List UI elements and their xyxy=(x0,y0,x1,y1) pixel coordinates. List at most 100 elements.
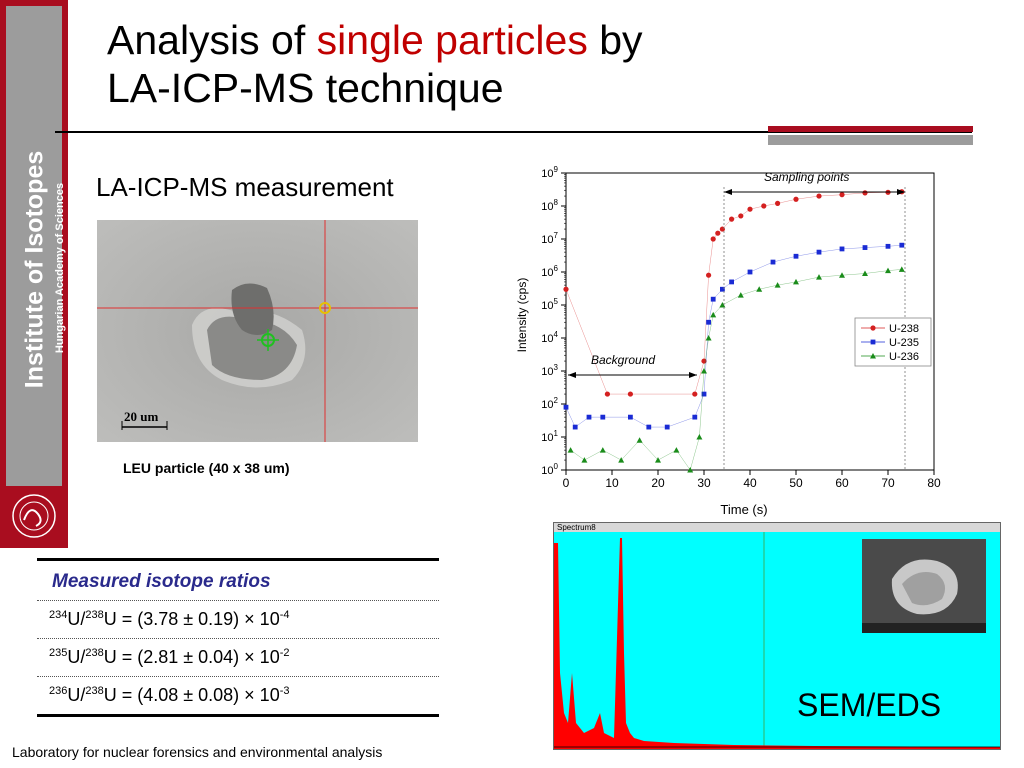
point-U-238 xyxy=(729,216,735,222)
point-U-236 xyxy=(898,266,905,272)
point-U-235 xyxy=(885,243,891,249)
particle-caption: LEU particle (40 x 38 um) xyxy=(123,460,290,476)
y-tick-label: 103 xyxy=(541,363,558,378)
y-tick-label: 100 xyxy=(541,462,558,477)
point-U-236 xyxy=(862,270,868,277)
point-U-238 xyxy=(816,193,822,199)
isotope-ratio-table: Measured isotope ratios 234U/238U = (3.7… xyxy=(37,558,439,717)
point-U-236 xyxy=(599,447,606,453)
point-U-235 xyxy=(563,404,569,410)
point-U-236 xyxy=(567,447,574,453)
point-U-238 xyxy=(710,236,716,242)
institute-name: Institute of Isotopes xyxy=(20,150,49,389)
table-row: 235U/238U = (2.81 ± 0.04) × 10-2 xyxy=(37,638,439,676)
point-U-238 xyxy=(747,206,753,212)
x-tick-label: 60 xyxy=(835,476,849,490)
measurement-heading: LA-ICP-MS measurement xyxy=(96,172,394,202)
table-header: Measured isotope ratios xyxy=(52,571,271,592)
point-U-238 xyxy=(692,391,698,397)
x-tick-label: 80 xyxy=(927,476,941,490)
point-U-238 xyxy=(627,391,633,397)
footer-text: Laboratory for nuclear forensics and env… xyxy=(12,744,383,760)
table-row: 234U/238U = (3.78 ± 0.19) × 10-4 xyxy=(37,600,439,638)
x-tick-label: 0 xyxy=(563,476,570,490)
point-U-236 xyxy=(696,434,703,440)
point-U-235 xyxy=(747,269,753,275)
sem-eds-label: SEM/EDS xyxy=(797,687,942,723)
table-bottom-rule xyxy=(37,714,439,717)
title-highlight: single particles xyxy=(316,17,588,63)
point-U-235 xyxy=(793,253,799,259)
point-U-236 xyxy=(687,467,694,473)
point-U-236 xyxy=(839,272,845,278)
particle-micrograph: 20 um xyxy=(97,220,418,442)
x-tick-label: 10 xyxy=(605,476,619,490)
x-tick-label: 50 xyxy=(789,476,803,490)
point-U-236 xyxy=(885,267,891,274)
point-U-235 xyxy=(572,424,578,430)
point-U-235 xyxy=(664,424,670,430)
point-U-236 xyxy=(618,457,625,463)
legend-label-U-238: U-238 xyxy=(889,323,919,335)
legend-label-U-236: U-236 xyxy=(889,351,919,363)
point-U-238 xyxy=(793,196,799,202)
sidebar-panel xyxy=(6,6,62,486)
point-U-235 xyxy=(899,242,905,248)
point-U-235 xyxy=(646,424,652,430)
x-tick-label: 70 xyxy=(881,476,895,490)
annotation-background: Background xyxy=(591,353,655,367)
point-U-235 xyxy=(706,319,711,325)
x-tick-label: 30 xyxy=(697,476,711,490)
point-U-235 xyxy=(862,245,868,250)
point-U-235 xyxy=(720,286,725,292)
point-U-238 xyxy=(839,192,845,198)
institute-logo-icon xyxy=(6,490,62,542)
y-tick-label: 109 xyxy=(541,165,558,180)
intensity-chart-svg: 0 10 20 30 40 50 60 70 80 100 101 102 103 104 105 106 10… xyxy=(515,165,941,517)
point-U-235 xyxy=(692,414,698,420)
table-row: 236U/238U = (4.08 ± 0.08) × 10-3 xyxy=(37,676,439,714)
point-U-238 xyxy=(604,391,610,397)
y-tick-label: 105 xyxy=(541,297,558,312)
spectrum-window-title: Spectrum8 xyxy=(554,523,1000,532)
x-axis-title: Time (s) xyxy=(720,502,767,517)
point-U-235 xyxy=(701,391,707,397)
point-U-236 xyxy=(737,292,744,298)
y-tick-label: 104 xyxy=(541,330,558,345)
point-U-236 xyxy=(673,447,680,453)
intensity-chart: 0 10 20 30 40 50 60 70 80 100 101 102 103 104 105 106 10… xyxy=(512,165,942,520)
page-title: Analysis of single particles by LA-ICP-M… xyxy=(107,16,643,112)
point-U-235 xyxy=(729,279,734,285)
y-tick-label: 102 xyxy=(541,396,558,411)
scale-bar-label: 20 um xyxy=(124,409,158,424)
point-U-238 xyxy=(563,286,569,292)
point-U-235 xyxy=(770,259,776,265)
point-U-238 xyxy=(706,272,712,278)
point-U-236 xyxy=(756,286,763,292)
series-line-U-236 xyxy=(570,269,902,471)
point-U-235 xyxy=(600,414,606,420)
title-line2: LA-ICP-MS technique xyxy=(107,65,504,111)
point-U-236 xyxy=(816,274,822,280)
y-axis-title: Intensity (cps) xyxy=(515,278,529,353)
academy-name: Hungarian Academy of Sciences xyxy=(54,182,66,354)
title-part1: Analysis of xyxy=(107,17,317,63)
point-U-236 xyxy=(793,278,799,285)
y-tick-label: 106 xyxy=(541,264,558,279)
legend-label-U-235: U-235 xyxy=(889,337,919,349)
accent-bar-red xyxy=(768,126,973,132)
series-line-U-235 xyxy=(565,244,902,428)
y-tick-label: 107 xyxy=(541,231,558,246)
series-line-U-238 xyxy=(565,191,902,395)
annotation-sampling: Sampling points xyxy=(764,170,849,184)
sidebar: Institute of Isotopes Hungarian Academy … xyxy=(0,0,68,548)
point-U-235 xyxy=(586,414,592,420)
legend-marker-U-238 xyxy=(870,325,876,331)
point-U-238 xyxy=(775,200,781,206)
chart-legend: U-238 U-235 U-236 xyxy=(854,317,932,367)
point-U-238 xyxy=(862,190,868,196)
point-U-235 xyxy=(628,414,633,420)
point-U-235 xyxy=(839,246,845,252)
title-divider xyxy=(55,131,972,133)
point-U-235 xyxy=(710,296,716,302)
